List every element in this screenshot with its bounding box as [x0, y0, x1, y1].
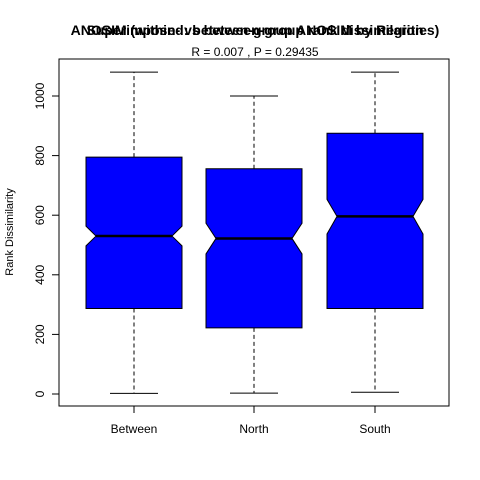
- y-tick-label: 800: [33, 145, 47, 165]
- box-series: [85, 71, 424, 394]
- x-tick-label-between: Between: [111, 422, 158, 436]
- x-tick-label-north: North: [239, 422, 268, 436]
- y-axis: 0 200 400 600 800 1000: [33, 82, 59, 397]
- x-tick-label-south: South: [359, 422, 390, 436]
- y-axis-label: Rank Dissimilarity: [4, 188, 16, 276]
- chart-title-2: Superimposed: between-group ANOSIM by Re…: [86, 22, 423, 38]
- chart-subtitle: R = 0.007 , P = 0.29435: [191, 45, 319, 59]
- y-tick-label: 600: [33, 205, 47, 225]
- chart-title-1: ANOSIM (within- vs between-group rank di…: [71, 22, 440, 38]
- notched-box: [205, 168, 303, 329]
- box-north: [205, 95, 303, 394]
- x-axis: Between North South: [111, 406, 391, 436]
- notched-box: [85, 156, 183, 309]
- box-south: [326, 71, 424, 393]
- y-tick-label: 200: [33, 324, 47, 344]
- y-tick-label: 400: [33, 264, 47, 284]
- y-tick-label: 0: [33, 390, 47, 397]
- y-tick-label: 1000: [33, 82, 47, 109]
- box-between: [85, 71, 183, 394]
- notched-box: [326, 132, 424, 309]
